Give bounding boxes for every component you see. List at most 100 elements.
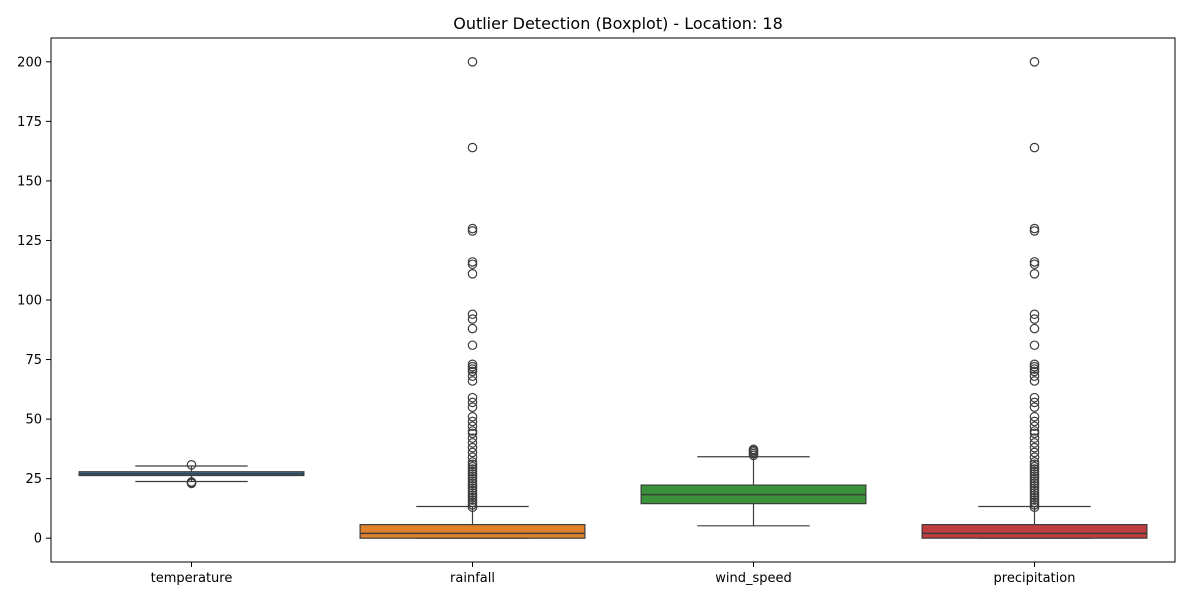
outlier-point bbox=[1029, 459, 1040, 470]
outlier-point bbox=[1029, 497, 1040, 508]
box-rainfall bbox=[359, 524, 586, 539]
outlier-point bbox=[467, 447, 478, 458]
outlier-point bbox=[467, 411, 478, 422]
outlier-point bbox=[467, 490, 478, 501]
outlier-point bbox=[467, 314, 478, 324]
outlier-point bbox=[1029, 411, 1040, 422]
outlier-point bbox=[467, 452, 478, 462]
outlier-point bbox=[1029, 480, 1040, 491]
outlier-point bbox=[1029, 366, 1040, 377]
outlier-point bbox=[467, 361, 478, 372]
outlier-point bbox=[467, 392, 478, 403]
y-tick-label: 175 bbox=[17, 115, 42, 130]
outlier-point bbox=[1029, 340, 1040, 351]
outlier-point bbox=[1029, 488, 1040, 498]
outlier-point bbox=[467, 397, 478, 408]
outlier-point bbox=[1029, 447, 1040, 458]
outlier-point bbox=[1029, 309, 1040, 320]
outlier-point bbox=[1029, 500, 1040, 510]
outlier-point bbox=[1029, 392, 1040, 403]
box-group-precipitation bbox=[921, 57, 1148, 539]
outlier-point bbox=[1029, 421, 1040, 432]
outlier-point bbox=[467, 471, 478, 482]
outlier-point bbox=[186, 477, 197, 487]
outlier-point bbox=[467, 257, 478, 267]
outlier-point bbox=[1029, 471, 1040, 482]
outlier-point bbox=[467, 426, 478, 436]
outlier-point bbox=[1029, 461, 1040, 472]
outlier-point bbox=[1029, 466, 1040, 477]
boxes bbox=[78, 57, 1148, 539]
x-axis: temperature rainfall wind_speed precipitati… bbox=[151, 562, 1076, 586]
outlier-point bbox=[467, 459, 478, 470]
outlier-point bbox=[1029, 426, 1040, 436]
outlier-point bbox=[467, 464, 478, 474]
y-tick-label: 200 bbox=[17, 55, 42, 70]
x-tick-label-precipitation: precipitation bbox=[994, 571, 1076, 586]
x-tick-label-wind_speed: wind_speed bbox=[715, 571, 792, 586]
outlier-point bbox=[467, 366, 478, 377]
outlier-point bbox=[1029, 57, 1040, 67]
y-tick-label: 25 bbox=[25, 472, 42, 487]
outlier-point bbox=[467, 416, 478, 427]
outlier-point bbox=[467, 438, 478, 448]
outlier-point bbox=[467, 502, 478, 513]
outlier-point bbox=[467, 364, 478, 374]
box-group-rainfall bbox=[359, 57, 586, 539]
outlier-point bbox=[467, 226, 478, 236]
outlier-point bbox=[467, 359, 478, 370]
outlier-point bbox=[467, 268, 478, 279]
outlier-point bbox=[467, 473, 478, 484]
box-precipitation bbox=[921, 524, 1148, 539]
outlier-point bbox=[467, 402, 478, 412]
x-tick-label-temperature: temperature bbox=[151, 571, 233, 586]
box-group-wind_speed bbox=[640, 444, 867, 527]
outlier-point bbox=[467, 371, 478, 382]
outlier-point bbox=[1029, 452, 1040, 462]
outlier-point bbox=[1029, 259, 1040, 270]
outlier-point bbox=[1029, 402, 1040, 412]
outlier-point bbox=[1029, 371, 1040, 382]
outlier-point bbox=[467, 469, 478, 479]
outlier-point bbox=[1029, 376, 1040, 386]
outlier-point bbox=[1029, 438, 1040, 448]
outlier-point bbox=[1029, 223, 1040, 234]
outlier-point bbox=[467, 57, 478, 67]
outlier-point bbox=[1029, 478, 1040, 489]
outlier-point bbox=[1029, 416, 1040, 427]
outlier-point bbox=[1029, 473, 1040, 484]
outlier-point bbox=[1029, 323, 1040, 334]
outlier-point bbox=[1029, 492, 1040, 503]
y-tick-label: 50 bbox=[25, 413, 42, 428]
outlier-point bbox=[1029, 364, 1040, 374]
outlier-point bbox=[1029, 483, 1040, 493]
outlier-point bbox=[467, 466, 478, 477]
outlier-point bbox=[1029, 428, 1040, 439]
outlier-point bbox=[467, 483, 478, 493]
outlier-point bbox=[467, 461, 478, 472]
outlier-point bbox=[467, 492, 478, 503]
outlier-point bbox=[1029, 442, 1040, 453]
outlier-point bbox=[1029, 469, 1040, 479]
outlier-point bbox=[1029, 361, 1040, 372]
outlier-point bbox=[467, 497, 478, 508]
outlier-point bbox=[467, 500, 478, 510]
outlier-point bbox=[467, 428, 478, 439]
outlier-point bbox=[1029, 397, 1040, 408]
outlier-point bbox=[1029, 268, 1040, 279]
outlier-point bbox=[467, 309, 478, 320]
outlier-point bbox=[467, 421, 478, 432]
plot-frame bbox=[50, 37, 1176, 563]
outlier-point bbox=[186, 460, 197, 470]
y-tick-label: 150 bbox=[17, 174, 42, 189]
outlier-point bbox=[467, 485, 478, 496]
outlier-point bbox=[1029, 142, 1040, 153]
outlier-point bbox=[1029, 359, 1040, 370]
outlier-point bbox=[467, 376, 478, 386]
outlier-point bbox=[467, 457, 478, 467]
y-tick-label: 0 bbox=[34, 532, 42, 547]
outlier-point bbox=[1029, 495, 1040, 505]
outlier-point bbox=[1029, 490, 1040, 501]
outlier-point bbox=[467, 488, 478, 498]
